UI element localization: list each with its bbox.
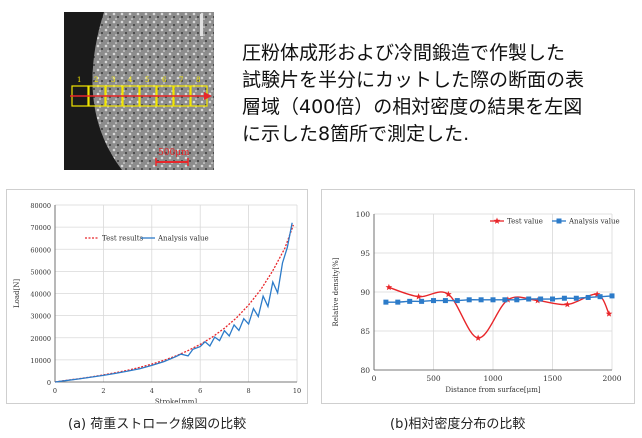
y-tick-label: 80000	[30, 202, 51, 210]
data-point-square	[502, 297, 508, 303]
x-tick-label: 2000	[602, 374, 621, 383]
x-tick-label: 1000	[483, 374, 502, 383]
relative-density-chart-panel: 0 500 1000 1500 2000 80 85 90 95 100 Distance from…	[321, 189, 635, 404]
data-point-star	[564, 300, 571, 308]
x-tick-label: 6	[198, 387, 202, 395]
data-point-square	[514, 297, 520, 303]
description-line: に示した8箇所で測定した.	[242, 123, 470, 145]
legend-swatch-marker	[493, 217, 501, 224]
measurement-point-label: 5	[145, 76, 149, 84]
scale-bar-label: 500μm	[158, 148, 190, 158]
measurement-point-label: 6	[162, 76, 167, 84]
caption-load-stroke: (a) 荷重ストローク線図の比較	[68, 417, 247, 432]
legend-label-2: Analysis value	[157, 235, 209, 243]
series-line-2	[54, 222, 293, 383]
measurement-point-label: 4	[128, 76, 133, 84]
y-tick-label: 85	[360, 327, 370, 336]
x-tick-label: 2	[101, 387, 105, 395]
x-axis-title: Distance from surface[μm]	[445, 386, 540, 394]
x-tick-label: 8	[247, 387, 251, 395]
x-tick-label: 10	[293, 387, 301, 395]
y-tick-label: 30000	[30, 313, 51, 321]
data-point-square	[573, 295, 579, 301]
data-point-star	[605, 310, 613, 317]
x-tick-label: 500	[426, 374, 441, 383]
data-point-star	[445, 290, 452, 298]
data-point-star	[534, 297, 541, 304]
data-point-square	[442, 298, 448, 304]
data-point-square	[550, 296, 555, 302]
measurement-point-label: 8	[196, 76, 200, 84]
legend-label-1: Test results	[102, 235, 144, 243]
x-tick-label: 0	[53, 387, 57, 395]
description-line: 層域（400倍）の相対密度の結果を左図	[242, 96, 583, 118]
data-point-square	[407, 298, 413, 304]
description-line: 試験片を半分にカットした際の断面の表	[242, 69, 585, 91]
cross-section-micrograph: 1 2 3 4 5 6 7 8 500μm	[64, 12, 214, 170]
data-point-square	[431, 298, 436, 304]
y-tick-label: 90	[360, 288, 370, 297]
caption-relative-density: (b)相対密度分布の比較	[390, 417, 526, 432]
y-tick-label: 20000	[30, 335, 51, 343]
legend-swatch-marker	[556, 218, 562, 224]
series-line-1	[54, 224, 294, 383]
y-tick-label: 95	[360, 249, 370, 258]
legend-label-1: Test value	[507, 218, 543, 226]
load-stroke-chart: 0 2 4 6 8 10 0 10000 20000 30000 40000 50000 60000 70…	[13, 202, 301, 406]
measurement-point-label: 3	[111, 76, 115, 84]
y-tick-label: 70000	[30, 224, 51, 232]
data-point-square	[526, 296, 532, 302]
data-point-square	[597, 294, 603, 300]
measurement-point-label: 2	[94, 76, 98, 84]
x-tick-label: 0	[372, 374, 377, 383]
y-tick-label: 60000	[30, 246, 51, 254]
y-tick-label: 50000	[30, 268, 51, 276]
data-point-square	[609, 293, 615, 299]
data-point-star	[385, 283, 393, 291]
legend-label-2: Analysis value	[568, 218, 620, 226]
y-axis-title: Load[N]	[13, 279, 21, 308]
y-tick-label: 10000	[30, 357, 51, 365]
measurement-point-label: 1	[77, 76, 81, 84]
data-point-square	[466, 297, 472, 303]
description-line: 圧粉体成形および冷間鍛造で作製した	[242, 42, 566, 64]
data-point-square	[585, 294, 591, 300]
data-point-star	[474, 334, 482, 341]
data-point-square	[490, 297, 496, 303]
data-point-square	[454, 298, 460, 304]
relative-density-chart: 0 500 1000 1500 2000 80 85 90 95 100 Distance from…	[332, 210, 622, 394]
load-stroke-chart-panel: 0 2 4 6 8 10 0 10000 20000 30000 40000 50000 60000 70…	[6, 189, 308, 406]
y-axis-title: Relative density[%]	[332, 257, 340, 326]
data-point-star	[415, 293, 422, 300]
y-tick-label: 100	[356, 210, 371, 219]
data-point-square	[395, 299, 401, 305]
data-point-star	[593, 290, 601, 298]
x-axis-title: Stroke[mm]	[155, 398, 198, 403]
y-tick-label: 40000	[30, 291, 51, 299]
data-point-square	[561, 295, 567, 301]
data-point-square	[478, 297, 484, 303]
series-line-1	[388, 286, 610, 339]
y-tick-label: 0	[47, 379, 51, 387]
data-point-square	[383, 299, 389, 305]
x-tick-label: 4	[150, 387, 154, 395]
data-point-square	[419, 298, 425, 304]
measurement-point-label: 7	[179, 76, 183, 84]
data-point-square	[538, 296, 544, 302]
x-tick-label: 1500	[543, 374, 562, 383]
description-text: 圧粉体成形および冷間鍛造で作製した 試験片を半分にカットした際の断面の表 層域（…	[242, 40, 637, 148]
y-tick-label: 80	[360, 366, 370, 375]
